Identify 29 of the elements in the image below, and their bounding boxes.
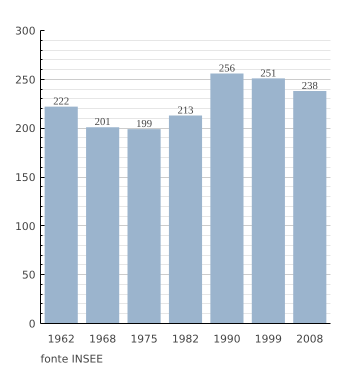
y-tick-label: 150 bbox=[15, 171, 36, 184]
y-tick-label: 200 bbox=[15, 122, 36, 136]
x-tick-label: 1990 bbox=[213, 332, 241, 346]
y-tick-label: 300 bbox=[15, 24, 36, 38]
x-tick-label: 1999 bbox=[254, 332, 282, 346]
bar bbox=[44, 106, 78, 324]
bar bbox=[86, 127, 120, 324]
y-tick-label: 0 bbox=[28, 318, 36, 330]
data-label: 199 bbox=[136, 119, 152, 130]
bar bbox=[252, 78, 285, 324]
y-tick-label: 250 bbox=[15, 73, 36, 86]
x-tick-label: 1968 bbox=[89, 332, 116, 346]
source-note: fonte INSEE bbox=[40, 352, 104, 366]
x-tick-label: 1975 bbox=[130, 332, 158, 346]
data-label: 238 bbox=[302, 81, 318, 92]
x-tick-label: 1962 bbox=[48, 332, 75, 346]
data-label: 213 bbox=[178, 105, 194, 116]
y-tick-label: 100 bbox=[15, 220, 36, 233]
bar bbox=[168, 115, 202, 324]
bar bbox=[293, 91, 326, 324]
data-label: 256 bbox=[218, 63, 236, 74]
data-label: 251 bbox=[260, 68, 276, 80]
y-tick-label: 50 bbox=[22, 268, 36, 282]
bar bbox=[210, 73, 244, 324]
x-tick-label: 1982 bbox=[172, 332, 200, 346]
data-label: 201 bbox=[94, 117, 111, 128]
x-tick-label: 2008 bbox=[296, 332, 324, 346]
bar bbox=[128, 129, 161, 324]
data-label: 222 bbox=[53, 96, 70, 108]
